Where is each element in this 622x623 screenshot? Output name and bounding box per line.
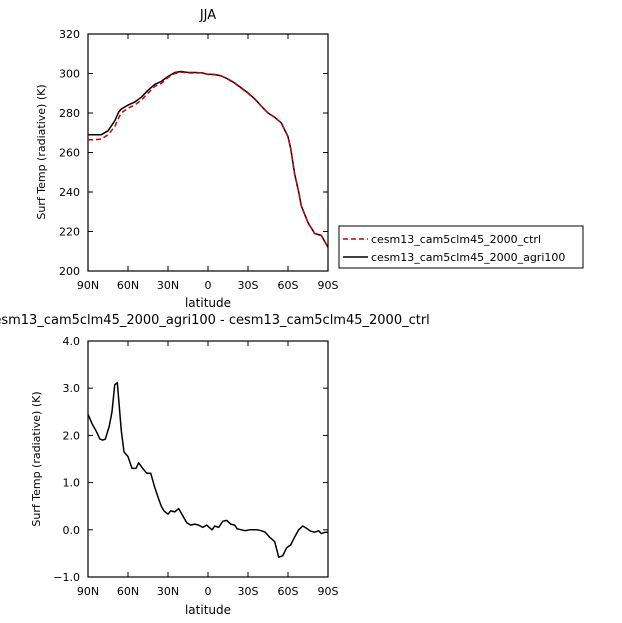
legend-label-ctrl: cesm13_cam5clm45_2000_ctrl (371, 233, 541, 246)
bottom-series-line-0 (87, 381, 328, 558)
top-x-axis-label: latitude (185, 296, 231, 310)
bottom-tick-layer: 90N 60N 30N 0 30S 60S 90S −1.0 0.0 1.0 2.0 3.0 4.0 (53, 335, 338, 598)
top-x-tick-label: 60S (278, 279, 299, 292)
top-y-tick-label: 320 (59, 28, 80, 41)
bottom-x-tick-label: 90S (318, 585, 339, 598)
top-y-axis-label: Surf Temp (radiative) (K) (35, 84, 48, 219)
top-series-layer (88, 70, 329, 248)
bottom-series-layer (87, 381, 328, 558)
bottom-x-axis-label: latitude (185, 603, 231, 617)
top-y-tick-label: 300 (59, 68, 80, 81)
bottom-y-tick-label: 4.0 (63, 335, 81, 348)
top-x-tick-label: 90S (318, 279, 339, 292)
top-series-line-0 (88, 71, 329, 248)
top-y-tick-label: 260 (59, 147, 80, 160)
bottom-x-tick-label: 30S (238, 585, 259, 598)
bottom-y-tick-label: −1.0 (53, 571, 80, 584)
top-x-tick-label: 30S (238, 279, 259, 292)
legend: cesm13_cam5clm45_2000_ctrl cesm13_cam5cl… (338, 225, 584, 269)
top-x-tick-label: 90N (77, 279, 99, 292)
top-x-tick-label: 60N (117, 279, 139, 292)
bottom-x-tick-label: 30N (157, 585, 179, 598)
top-tick-layer: 90N 60N 30N 0 30S 60S 90S 200 220 240 260 280 300 320 (59, 28, 339, 292)
legend-box (338, 225, 584, 269)
bottom-x-tick-label: 0 (205, 585, 212, 598)
bottom-y-tick-label: 1.0 (63, 477, 81, 490)
bottom-y-axis-label: Surf Temp (radiative) (K) (30, 391, 43, 526)
top-x-tick-label: 30N (157, 279, 179, 292)
top-panel-title: JJA (199, 8, 216, 23)
bottom-panel-title: cesm13_cam5clm45_2000_agri100 - cesm13_c… (0, 313, 430, 328)
bottom-y-tick-label: 2.0 (63, 429, 81, 442)
top-x-tick-label: 0 (205, 279, 212, 292)
top-y-tick-label: 220 (59, 226, 80, 239)
top-y-tick-label: 240 (59, 186, 80, 199)
top-y-tick-label: 200 (59, 265, 80, 278)
bottom-panel: cesm13_cam5clm45_2000_agri100 - cesm13_c… (0, 313, 430, 617)
bottom-x-tick-label: 60S (278, 585, 299, 598)
legend-label-agri100: cesm13_cam5clm45_2000_agri100 (371, 251, 565, 264)
bottom-y-tick-label: 3.0 (63, 382, 81, 395)
bottom-x-tick-label: 60N (117, 585, 139, 598)
bottom-x-tick-label: 90N (77, 585, 99, 598)
top-series-line-1 (88, 70, 329, 248)
bottom-y-tick-label: 0.0 (63, 524, 81, 537)
top-y-tick-label: 280 (59, 107, 80, 120)
top-panel: JJA 90N 60N 30N 0 30S 60S 90S 200 220 240 260 280 30… (35, 8, 339, 310)
